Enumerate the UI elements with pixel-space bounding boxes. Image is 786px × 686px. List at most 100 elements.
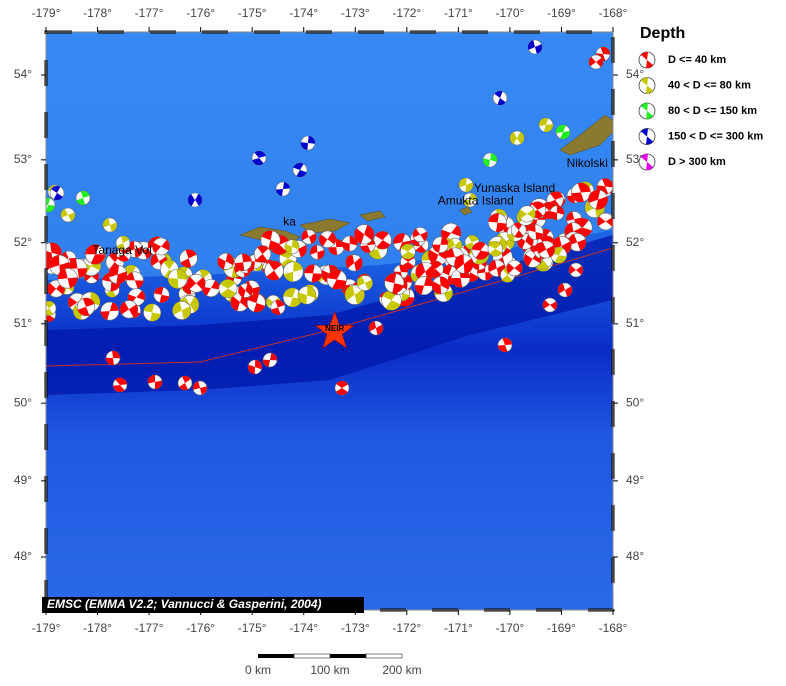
beachball-lobe bbox=[308, 233, 317, 244]
beachball-lobe bbox=[270, 353, 277, 361]
beachball-lobe bbox=[47, 282, 57, 296]
beachball-lobe bbox=[420, 231, 428, 241]
focal-mechanism bbox=[304, 264, 323, 283]
beachball-lobe bbox=[483, 158, 490, 167]
station-label: NEIR bbox=[325, 324, 344, 333]
beachball-lobe bbox=[392, 283, 404, 293]
focal-mechanism bbox=[112, 377, 128, 393]
place-label: Amukta Island bbox=[438, 194, 514, 208]
beachball-lobe bbox=[245, 283, 253, 296]
beachball-lobe bbox=[402, 251, 415, 260]
beachball-lobe bbox=[566, 211, 575, 221]
beachball-lobe bbox=[298, 292, 307, 305]
beachball-lobe bbox=[293, 261, 303, 272]
focal-mechanism bbox=[568, 262, 584, 278]
beachball-lobe bbox=[46, 308, 54, 316]
beachball-lobe bbox=[535, 232, 544, 240]
lat-tick-label: 50° bbox=[626, 395, 644, 409]
lon-tick-label: -173° bbox=[341, 6, 370, 20]
lon-tick-label: -168° bbox=[599, 621, 628, 635]
beachball-lobe bbox=[364, 279, 373, 290]
beachball-lobe bbox=[401, 244, 414, 252]
beachball-lobe bbox=[560, 130, 570, 139]
focal-mechanism bbox=[471, 241, 490, 260]
beachball-lobe bbox=[68, 297, 78, 308]
focal-mechanism bbox=[356, 275, 373, 291]
beachball-lobe bbox=[163, 260, 175, 270]
beachball-lobe bbox=[120, 301, 129, 315]
beachball-lobe bbox=[595, 196, 608, 210]
focal-mechanism bbox=[309, 244, 325, 260]
beachball-lobe bbox=[558, 283, 565, 294]
station-star bbox=[314, 310, 355, 349]
lat-tick-label: 51° bbox=[626, 316, 644, 330]
beachball-lobe bbox=[537, 241, 547, 254]
beachball-lobe bbox=[458, 178, 467, 188]
lon-tick-label: -179° bbox=[32, 6, 61, 20]
beachball-lobe bbox=[528, 40, 535, 50]
beachball-lobe bbox=[108, 265, 119, 278]
focal-mechanism bbox=[60, 207, 76, 223]
focal-mechanism bbox=[284, 239, 300, 255]
beachball-lobe bbox=[414, 284, 425, 295]
focal-mechanism bbox=[147, 374, 163, 390]
beachball-lobe bbox=[344, 285, 355, 301]
beachball-lobe bbox=[284, 243, 293, 254]
beachball-lobe bbox=[220, 288, 236, 298]
beachball-lobe bbox=[488, 241, 502, 249]
focal-mechanism bbox=[167, 268, 188, 289]
beachball-lobe bbox=[196, 277, 206, 290]
beachball-lobe bbox=[454, 254, 464, 270]
beachball-lobe bbox=[335, 388, 348, 395]
beachball-lobe bbox=[475, 250, 490, 260]
scale-label: 200 km bbox=[382, 663, 421, 677]
beachball-lobe bbox=[230, 296, 240, 311]
beachball-lobe bbox=[531, 201, 545, 210]
beachball-lobe bbox=[143, 303, 155, 313]
focal-mechanism bbox=[251, 150, 267, 166]
focal-mechanism bbox=[334, 380, 350, 396]
beachball-lobe bbox=[252, 158, 264, 165]
lon-tick-label: -173° bbox=[341, 621, 370, 635]
scale-label: 0 km bbox=[245, 663, 271, 677]
focal-mechanism bbox=[247, 359, 263, 375]
beachball-lobe bbox=[510, 131, 517, 145]
beachball-lobe bbox=[550, 191, 563, 200]
beachball-lobe bbox=[271, 307, 281, 315]
lat-tick-label: 52° bbox=[626, 235, 644, 249]
beachball-lobe bbox=[308, 136, 316, 144]
beachball-lobe bbox=[488, 260, 497, 272]
focal-mechanism bbox=[462, 192, 478, 208]
beachball-lobe bbox=[152, 242, 162, 253]
beachball-lobe bbox=[51, 186, 61, 193]
lat-tick-label: 52° bbox=[14, 235, 32, 249]
beachball-lobe bbox=[518, 209, 528, 219]
beachball-lobe bbox=[424, 276, 434, 287]
lat-tick-label: 51° bbox=[14, 316, 32, 330]
beachball-lobe bbox=[328, 247, 338, 255]
beachball-lobe bbox=[179, 383, 188, 391]
beachball-lobe bbox=[354, 289, 365, 305]
beachball-lobe bbox=[605, 217, 613, 227]
focal-mechanism bbox=[108, 264, 128, 285]
beachball-lobe bbox=[185, 249, 197, 259]
beachball-lobe bbox=[57, 268, 68, 280]
legend-lobe bbox=[641, 153, 653, 171]
beachball-lobe bbox=[50, 242, 62, 256]
lon-tick-label: -172° bbox=[392, 6, 421, 20]
legend-item: 80 < D <= 150 km bbox=[638, 102, 757, 120]
beachball-lobe bbox=[159, 294, 170, 303]
beachball-lobe bbox=[134, 280, 144, 289]
beachball-lobe bbox=[495, 222, 507, 232]
beachball-lobe bbox=[376, 240, 391, 250]
beachball-lobe bbox=[161, 240, 170, 251]
focal-mechanism bbox=[297, 285, 317, 305]
focal-mechanism bbox=[262, 352, 278, 368]
beachball-lobe bbox=[317, 250, 325, 260]
focal-mechanism bbox=[373, 231, 392, 250]
credit: EMSC (EMMA V2.2; Vannucci & Gasperini, 2… bbox=[47, 597, 322, 611]
focal-mechanism bbox=[588, 189, 608, 210]
beachball-lobe bbox=[261, 230, 273, 241]
beachball-lobe bbox=[283, 288, 296, 298]
beachball-lobe bbox=[506, 263, 515, 274]
